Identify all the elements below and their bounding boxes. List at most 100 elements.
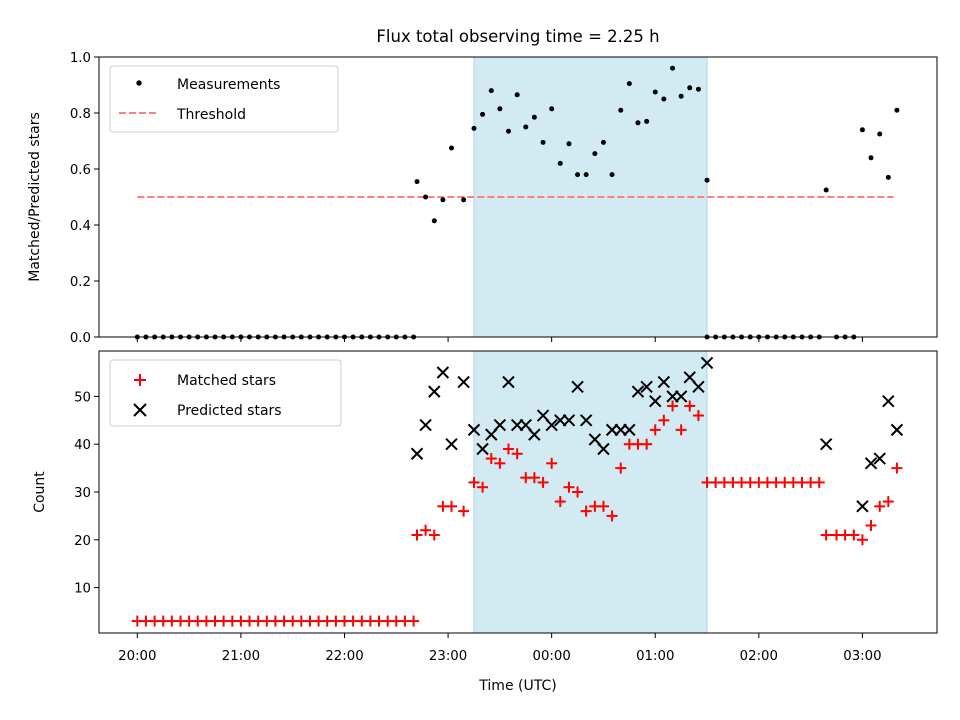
measurement-point	[557, 160, 563, 166]
observing-window-shade-bottom	[473, 350, 708, 634]
legend-measurements-marker	[136, 80, 142, 86]
y-tick-label: 0.6	[70, 163, 91, 178]
predicted-point	[562, 414, 576, 427]
legend-matched-label: Matched stars	[177, 373, 276, 389]
measurement-point	[440, 197, 446, 203]
predicted-point	[819, 437, 833, 451]
measurement-point	[575, 172, 581, 178]
predicted-point	[597, 442, 610, 456]
matched-point	[485, 453, 497, 465]
matched-point	[865, 519, 877, 531]
bottom-ylabel: Count	[32, 471, 48, 513]
predicted-point	[410, 447, 424, 460]
matched-point	[408, 615, 420, 627]
measurement-point	[471, 125, 477, 131]
measurement-point	[678, 93, 684, 99]
measurement-point	[497, 106, 503, 112]
matched-point	[458, 505, 470, 517]
measurement-point	[461, 197, 467, 203]
matched-point	[511, 448, 523, 460]
x-tick-label: 23:00	[429, 649, 467, 664]
matched-point	[882, 496, 894, 508]
measurement-point	[600, 139, 606, 145]
predicted-point	[457, 375, 470, 389]
legend-matched-marker	[134, 374, 146, 386]
measurement-point	[695, 86, 701, 92]
matched-point	[411, 529, 423, 541]
measurement-point	[868, 155, 874, 161]
predicted-point	[579, 414, 593, 427]
y-tick-label: 1.0	[70, 51, 91, 66]
measurement-point	[823, 187, 829, 193]
predicted-point	[700, 356, 714, 370]
predicted-point	[493, 418, 507, 432]
measurement-point	[531, 114, 537, 120]
matched-point	[445, 500, 457, 512]
predicted-point	[623, 423, 636, 437]
matched-point	[537, 476, 549, 488]
measurement-point	[626, 81, 632, 87]
measurement-point	[877, 131, 883, 137]
measurement-point	[523, 124, 529, 130]
matched-point	[494, 457, 506, 469]
legend-threshold-label: Threshold	[176, 107, 246, 123]
x-tick-label: 20:00	[118, 649, 156, 664]
matched-point	[813, 476, 825, 488]
matched-point	[428, 529, 440, 541]
matched-point	[874, 500, 886, 512]
predicted-point	[864, 457, 878, 470]
x-tick-label: 01:00	[636, 649, 674, 664]
predicted-point	[692, 380, 705, 394]
top-legend: Measurements Threshold	[109, 65, 339, 133]
matched-point	[667, 400, 679, 412]
matched-point	[848, 529, 860, 541]
matched-point	[554, 496, 566, 508]
matched-point	[477, 481, 489, 493]
predicted-point	[467, 423, 481, 437]
chart-title: Flux total observing time = 2.25 h	[376, 27, 659, 46]
predicted-point	[476, 442, 489, 456]
measurement-point	[540, 139, 546, 145]
x-tick-label: 03:00	[843, 649, 881, 664]
predicted-point	[890, 423, 904, 437]
matched-point	[468, 476, 480, 488]
predicted-point	[545, 418, 558, 432]
predicted-point	[657, 375, 671, 389]
matched-point	[856, 534, 868, 546]
matched-point	[658, 414, 670, 426]
y-tick-label: 0.2	[70, 275, 91, 290]
measurement-point	[652, 89, 658, 95]
matched-point	[641, 438, 653, 450]
matched-point	[606, 510, 618, 522]
matched-point	[580, 505, 592, 517]
measurement-point	[448, 145, 454, 151]
measurement-point	[704, 177, 710, 183]
predicted-point	[640, 380, 653, 394]
bottom-axes-frame	[98, 350, 938, 634]
legend-measurements-label: Measurements	[177, 77, 280, 93]
predicted-point	[502, 375, 515, 389]
y-tick-label: 0.0	[70, 331, 91, 346]
bottom-panel: 10 20 30 40 50 20:00 21:00 22:00 23:00 00:00 01:00…	[32, 350, 938, 694]
predicted-point	[436, 366, 450, 379]
top-ylabel: Matched/Predicted stars	[27, 112, 43, 282]
y-tick-label: 30	[74, 486, 91, 501]
bottom-legend: Matched stars Predicted stars	[109, 359, 342, 427]
measurement-point	[592, 151, 598, 157]
matched-point	[820, 529, 832, 541]
y-tick-label: 40	[74, 438, 91, 453]
top-axes-frame	[98, 56, 938, 338]
measurement-point	[488, 88, 494, 94]
measurement-point	[480, 111, 486, 117]
matched-point	[420, 524, 432, 536]
y-tick-label: 50	[74, 390, 91, 405]
predicted-point	[873, 452, 886, 465]
legend-predicted-marker	[133, 403, 147, 417]
predicted-point	[571, 380, 584, 394]
measurement-point	[514, 92, 520, 98]
x-tick-label: 22:00	[325, 649, 363, 664]
measurement-point	[566, 141, 572, 147]
matched-point	[891, 462, 903, 474]
measurement-point	[609, 172, 615, 178]
